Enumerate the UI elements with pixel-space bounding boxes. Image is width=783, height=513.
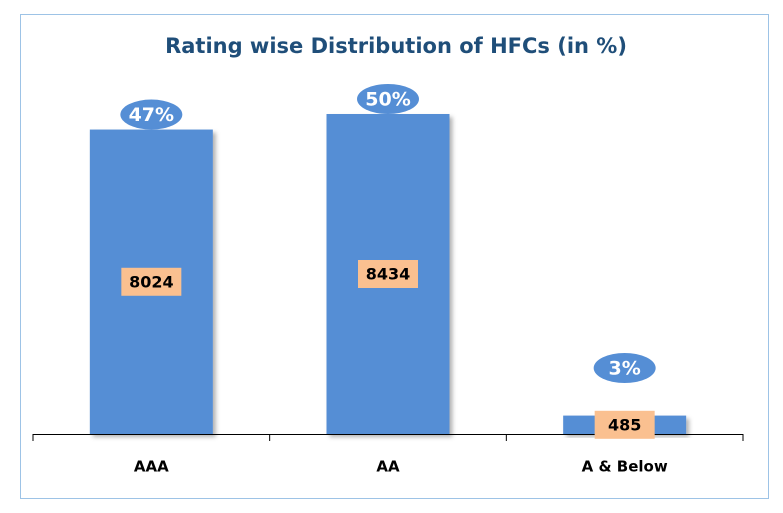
value-label-box (358, 260, 418, 288)
value-label: 485 (608, 415, 641, 434)
value-label-box (121, 267, 182, 296)
value-label-box (594, 410, 655, 439)
share-label: 47% (129, 104, 174, 126)
x-tick-label: AAA (134, 458, 169, 476)
x-tick-label: A & Below (582, 458, 668, 476)
share-badge (357, 84, 419, 114)
x-tick-label: AA (376, 458, 400, 476)
share-label: 50% (365, 89, 410, 111)
value-label: 8434 (366, 265, 411, 284)
share-badge (120, 99, 183, 130)
chart-title: Rating wise Distribution of HFCs (in %) (165, 34, 627, 58)
value-label: 8024 (129, 272, 174, 291)
share-badge (593, 353, 656, 383)
share-label: 3% (609, 358, 641, 380)
